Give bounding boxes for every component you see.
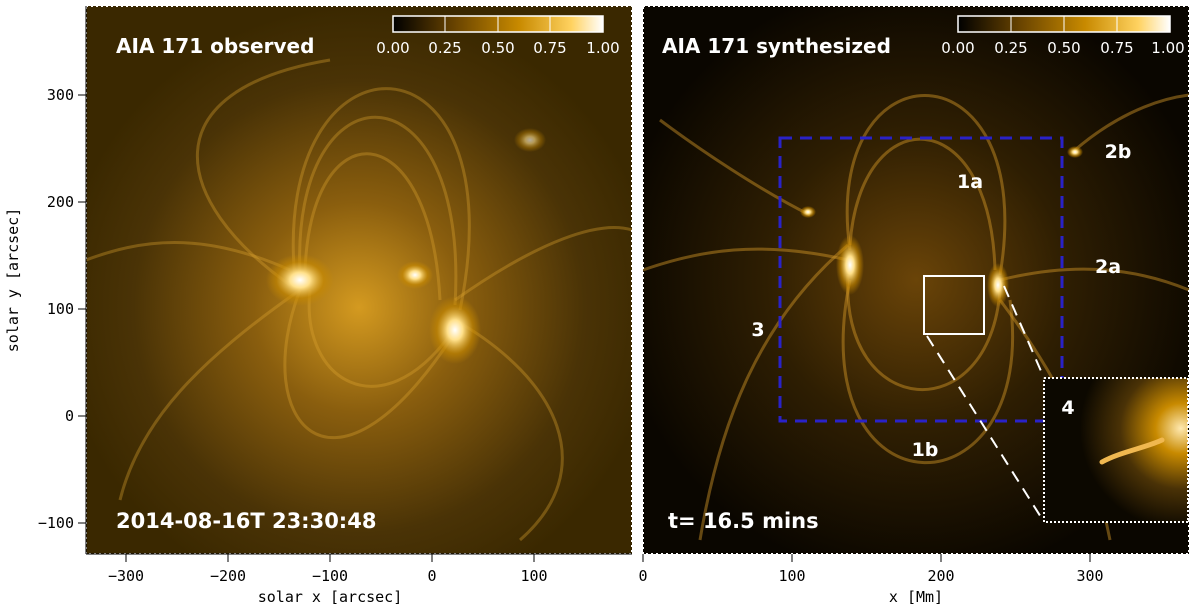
x-tick-label: 300 [1076, 567, 1103, 585]
observed-panel: −300 −200 −100 0 100 300 200 100 0 −100 … [4, 5, 633, 606]
panel-title: AIA 171 observed [116, 34, 314, 58]
x-tick-label: 200 [927, 567, 954, 585]
colorbar-tick-label: 0.00 [376, 39, 409, 57]
colorbar: 0.00 0.25 0.50 0.75 1.00 [376, 15, 620, 57]
colorbar-tick-label: 0.75 [533, 39, 566, 57]
region-label-1a: 1a [957, 171, 983, 193]
x-tick-label: −200 [210, 567, 246, 585]
x-axis-label: x [Mm] [889, 588, 943, 606]
colorbar-tick-label: 0.50 [1047, 39, 1080, 57]
x-tick-label: 0 [427, 567, 436, 585]
colorbar: 0.00 0.25 0.50 0.75 1.00 [941, 15, 1185, 57]
x-tick-label: −100 [312, 567, 348, 585]
x-tick-label: 0 [638, 567, 647, 585]
region-label-2a: 2a [1095, 256, 1121, 278]
x-tick-label: 100 [778, 567, 805, 585]
time-label: t= 16.5 mins [668, 509, 819, 533]
colorbar-tick-label: 0.25 [994, 39, 1027, 57]
colorbar-tick-label: 0.75 [1100, 39, 1133, 57]
x-tick-label: 100 [520, 567, 547, 585]
x-axis-label: solar x [arcsec] [258, 588, 403, 606]
colorbar-tick-label: 0.50 [481, 39, 514, 57]
region-label-2b: 2b [1105, 141, 1132, 163]
panel-title: AIA 171 synthesized [662, 34, 891, 58]
y-tick-label: 0 [65, 407, 74, 425]
colorbar-tick-label: 1.00 [586, 39, 619, 57]
y-tick-label: 300 [47, 86, 74, 104]
y-tick-label: 200 [47, 193, 74, 211]
zoom-selection-box [923, 275, 985, 335]
colorbar-tick-label: 0.00 [941, 39, 974, 57]
zoom-inset [1043, 377, 1189, 523]
colorbar-tick-label: 0.25 [428, 39, 461, 57]
y-axis-label: solar y [arcsec] [4, 208, 22, 353]
region-label-1b: 1b [912, 439, 939, 461]
synthesized-panel: 1a 1b 2a 2b 3 4 AIA 171 synthesized t= 1… [638, 5, 1190, 606]
timestamp: 2014-08-16T 23:30:48 [116, 509, 376, 533]
y-tick-label: 100 [47, 300, 74, 318]
colorbar-tick-label: 1.00 [1151, 39, 1184, 57]
y-tick-label: −100 [38, 514, 74, 532]
x-tick-label: −300 [108, 567, 144, 585]
region-label-4: 4 [1061, 397, 1074, 419]
region-box [778, 136, 1064, 423]
region-label-3: 3 [751, 319, 764, 341]
